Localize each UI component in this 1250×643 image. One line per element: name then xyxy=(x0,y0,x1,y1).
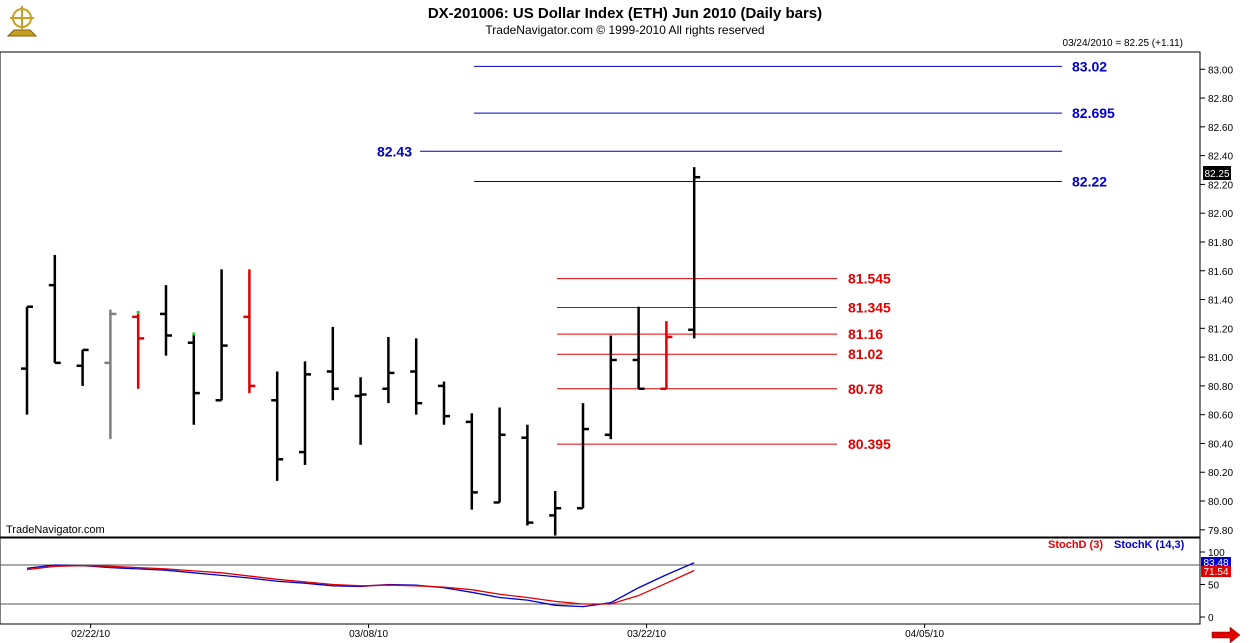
blue-level-label: 82.695 xyxy=(1072,105,1115,121)
red-level-label: 81.16 xyxy=(848,326,883,342)
stochastic-legend-label: StochK (14,3) xyxy=(1114,539,1185,551)
price-axis: 83.00 82.80 82.60 82.40 82.20 82.00 81.80 81.60… xyxy=(1200,65,1233,537)
ohlc-bar-marker xyxy=(136,310,140,314)
blue-level-label: 82.43 xyxy=(377,143,412,159)
ohlc-bar xyxy=(160,285,172,356)
price-tick-label: 83.00 xyxy=(1208,65,1233,76)
ohlc-bar xyxy=(549,490,562,536)
price-panel xyxy=(0,51,1201,538)
right-arrow-icon[interactable] xyxy=(1211,626,1241,643)
stochastic-value-badge-text: 71.54 xyxy=(1203,567,1228,578)
red-level-label: 80.395 xyxy=(848,436,891,452)
red-level-label: 81.545 xyxy=(848,271,891,287)
ohlc-bar xyxy=(604,335,617,440)
logo-icon xyxy=(6,6,38,37)
stochastic-lines: StochD (3) StochK (14,3) xyxy=(0,539,1200,608)
ohlc-bar xyxy=(243,269,256,394)
stochk-line xyxy=(26,562,695,608)
ohlc-bar xyxy=(688,167,701,339)
date-tick-label: 04/05/10 xyxy=(905,629,944,640)
price-tick-label: 79.80 xyxy=(1208,526,1233,537)
ohlc-bar xyxy=(104,309,117,440)
price-tick-label: 81.20 xyxy=(1208,324,1233,335)
copyright-text: TradeNavigator.com © 1999-2010 All right… xyxy=(485,23,764,37)
ohlc-bar xyxy=(76,348,89,386)
last-price-badge: 82.25 xyxy=(1203,166,1231,180)
price-tick-label: 80.00 xyxy=(1208,497,1233,508)
stochastic-panel xyxy=(0,537,1201,625)
ohlc-bar xyxy=(354,377,367,445)
price-tick-label: 82.60 xyxy=(1208,123,1233,134)
ohlc-bar xyxy=(410,338,423,415)
ohlc-bar xyxy=(215,269,228,402)
last-price-badge-text: 82.25 xyxy=(1204,169,1229,180)
price-levels: 83.02 82.695 82.43 82.22 81.545 81.345 81.16 81… xyxy=(377,58,1115,452)
stochastic-tick-label: 100 xyxy=(1208,548,1225,559)
ohlc-bar xyxy=(299,361,311,466)
ohlc-bar xyxy=(521,424,534,526)
date-tick-label: 02/22/10 xyxy=(71,629,110,640)
ohlc-bar xyxy=(493,407,506,504)
price-tick-label: 81.40 xyxy=(1208,296,1233,307)
price-tick-label: 82.00 xyxy=(1208,209,1233,220)
date-tick-label: 03/08/10 xyxy=(349,629,388,640)
price-tick-label: 81.80 xyxy=(1208,238,1233,249)
date-tick-label: 03/22/10 xyxy=(627,629,666,640)
blue-level-label: 83.02 xyxy=(1072,58,1107,74)
stochastic-tick-label: 50 xyxy=(1208,581,1220,592)
chart-title: DX-201006: US Dollar Index (ETH) Jun 201… xyxy=(428,5,822,22)
watermark-text: TradeNavigator.com xyxy=(6,524,105,536)
ohlc-bar-marker xyxy=(192,332,196,336)
red-level-label: 81.345 xyxy=(848,299,891,315)
ohlc-bar xyxy=(48,254,61,365)
stochastic-tick-label: 0 xyxy=(1208,613,1214,624)
stochastic-value-badge-text: 83.48 xyxy=(1203,558,1228,569)
price-tick-label: 82.80 xyxy=(1208,94,1233,105)
ohlc-bar xyxy=(632,306,645,391)
ohlc-bar xyxy=(132,310,145,389)
red-level-label: 81.02 xyxy=(848,346,883,362)
price-tick-label: 80.20 xyxy=(1208,468,1233,479)
ohlc-bar xyxy=(660,321,673,391)
ohlc-bar xyxy=(326,326,339,401)
ohlc-bar xyxy=(465,413,478,510)
date-axis: 02/22/10 03/08/10 03/22/10 04/05/10 xyxy=(71,624,944,640)
ohlc-bar xyxy=(438,381,450,425)
red-level-label: 80.78 xyxy=(848,381,883,397)
ohlc-bar xyxy=(271,371,284,481)
price-tick-label: 81.60 xyxy=(1208,267,1233,278)
stochastic-value-badge xyxy=(1201,566,1231,577)
stochd-line xyxy=(26,564,695,605)
ohlc-bars xyxy=(21,167,701,536)
stochastic-value-badge xyxy=(1201,557,1231,568)
last-price-info: 03/24/2010 = 82.25 (+1.11) xyxy=(1063,38,1183,49)
stochastic-legend-label: StochD (3) xyxy=(1048,539,1103,551)
price-tick-label: 80.80 xyxy=(1208,382,1233,393)
price-tick-label: 80.40 xyxy=(1208,439,1233,450)
ohlc-bar xyxy=(21,305,33,415)
price-tick-label: 80.60 xyxy=(1208,411,1233,422)
ohlc-bar xyxy=(187,332,200,425)
price-tick-label: 81.00 xyxy=(1208,353,1233,364)
ohlc-bar xyxy=(577,403,589,510)
price-tick-label: 82.40 xyxy=(1208,152,1233,163)
ohlc-bar xyxy=(382,336,395,404)
price-tick-label: 82.20 xyxy=(1208,180,1233,191)
blue-level-label: 82.22 xyxy=(1072,174,1107,190)
